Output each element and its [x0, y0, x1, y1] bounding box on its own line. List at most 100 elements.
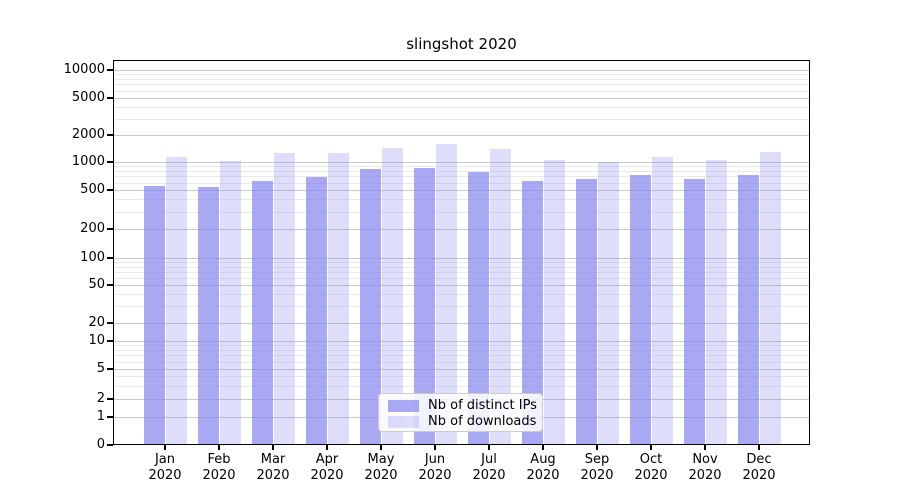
y-tick-label: 5000 — [71, 90, 105, 105]
gridline-major — [113, 190, 810, 191]
gridline-minor — [113, 182, 810, 184]
y-tick — [107, 69, 113, 71]
bar-downloads-feb — [219, 161, 241, 445]
legend-item-downloads: Nb of downloads — [388, 414, 537, 429]
gridline-major — [113, 98, 810, 99]
gridline-minor — [113, 84, 810, 86]
y-tick — [107, 257, 113, 259]
gridline-minor — [113, 385, 810, 387]
x-tick-label: Jun 2020 — [418, 452, 452, 483]
x-tick — [380, 445, 382, 450]
gridline-minor — [113, 262, 810, 264]
x-tick — [758, 445, 760, 450]
bar-distinct-ips-jan — [143, 186, 165, 445]
gridline-minor — [113, 166, 810, 168]
bar-distinct-ips-jun — [413, 167, 435, 445]
bar-downloads-oct — [651, 157, 673, 445]
bar-distinct-ips-apr — [305, 176, 327, 445]
x-tick-label: Feb 2020 — [202, 452, 236, 483]
bar-distinct-ips-feb — [197, 186, 219, 445]
gridline-minor — [113, 306, 810, 308]
gridline-minor — [113, 277, 810, 279]
gridline-minor — [113, 107, 810, 108]
gridline-major — [113, 285, 810, 286]
y-tick-label: 2000 — [71, 127, 105, 142]
y-tick — [107, 340, 113, 342]
y-tick-label: 1 — [96, 409, 105, 424]
gridline-minor — [113, 79, 810, 80]
gridline-major — [113, 135, 810, 136]
bar-distinct-ips-dec — [737, 175, 759, 445]
x-tick — [542, 445, 544, 450]
y-tick — [107, 97, 113, 99]
gridline-major — [113, 341, 810, 342]
y-tick — [107, 444, 113, 446]
x-tick-label: Aug 2020 — [526, 452, 560, 483]
gridline-major — [113, 369, 810, 370]
x-tick-label: Mar 2020 — [256, 452, 290, 483]
gridline-minor — [113, 361, 810, 363]
legend-label-distinct-ips: Nb of distinct IPs — [428, 398, 537, 413]
y-tick — [107, 284, 113, 286]
bar-distinct-ips-nov — [683, 178, 705, 445]
legend-swatch-distinct-ips — [388, 399, 419, 412]
gridline-major — [113, 70, 810, 71]
y-tick — [107, 398, 113, 400]
bar-downloads-jul — [489, 148, 511, 445]
gridline-major — [113, 162, 810, 163]
gridline-minor — [113, 171, 810, 172]
legend-swatch-downloads — [388, 415, 419, 428]
bar-downloads-dec — [759, 152, 781, 445]
y-tick-label: 100 — [80, 250, 105, 265]
y-tick — [107, 322, 113, 324]
gridline-minor — [113, 345, 810, 347]
chart-title: slingshot 2020 — [406, 35, 517, 53]
gridline-minor — [113, 90, 810, 92]
bar-downloads-may — [381, 147, 403, 445]
gridline-major — [113, 258, 810, 259]
x-tick-label: Jan 2020 — [148, 452, 182, 483]
gridline-minor — [113, 118, 810, 120]
bar-downloads-nov — [705, 160, 727, 445]
x-tick-label: Jul 2020 — [472, 452, 506, 483]
gridline-minor — [113, 355, 810, 357]
y-tick-label: 50 — [88, 277, 105, 292]
y-tick — [107, 368, 113, 370]
gridline-major — [113, 229, 810, 230]
bar-distinct-ips-jul — [467, 172, 489, 445]
bar-downloads-apr — [327, 153, 349, 445]
y-tick-label: 1000 — [71, 154, 105, 169]
legend-label-downloads: Nb of downloads — [428, 414, 537, 429]
x-tick — [704, 445, 706, 450]
gridline-minor — [113, 176, 810, 178]
y-tick — [107, 161, 113, 163]
x-tick — [218, 445, 220, 450]
x-tick-label: May 2020 — [364, 452, 398, 483]
x-tick — [596, 445, 598, 450]
gridline-minor — [113, 271, 810, 273]
y-tick-label: 200 — [80, 221, 105, 236]
x-tick-label: Dec 2020 — [742, 452, 776, 483]
y-tick — [107, 134, 113, 136]
legend-item-distinct-ips: Nb of distinct IPs — [388, 398, 537, 413]
x-tick — [650, 445, 652, 450]
x-tick — [326, 445, 328, 450]
gridline-minor — [113, 266, 810, 268]
gridline-minor — [113, 211, 810, 213]
y-tick-label: 10 — [88, 333, 105, 348]
bar-downloads-jun — [435, 143, 457, 445]
y-tick — [107, 189, 113, 191]
bar-downloads-mar — [273, 152, 295, 445]
gridline-major — [113, 323, 810, 324]
y-tick-label: 20 — [88, 315, 105, 330]
gridline-minor — [113, 350, 810, 351]
y-tick-label: 2 — [96, 391, 105, 406]
gridline-minor — [113, 294, 810, 296]
y-tick-label: 0 — [96, 437, 105, 452]
x-tick-label: Nov 2020 — [688, 452, 722, 483]
gridline-minor — [113, 376, 810, 378]
x-tick-label: Sep 2020 — [580, 452, 614, 483]
y-tick-label: 10000 — [63, 62, 105, 77]
bar-downloads-aug — [543, 160, 565, 445]
